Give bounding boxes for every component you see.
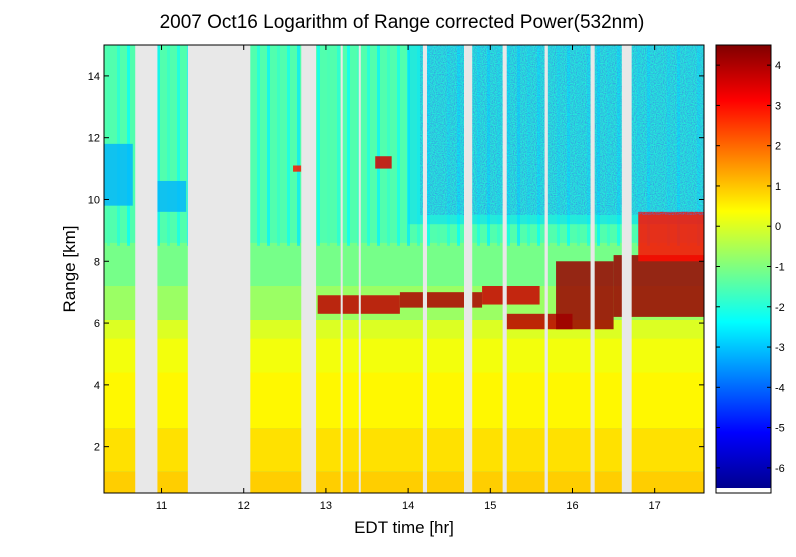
heatmap-streak	[167, 45, 170, 246]
heatmap-streak	[397, 45, 400, 246]
heatmap-band	[104, 471, 704, 493]
colorbar-tick-label: -5	[775, 423, 785, 435]
heatmap-cloud	[293, 165, 302, 172]
y-tick-label: 2	[94, 442, 100, 454]
colorbar-tick-label: -2	[775, 302, 785, 314]
data-gap	[301, 45, 317, 493]
x-tick-label: 15	[484, 500, 496, 512]
data-gap	[340, 45, 343, 493]
heatmap-cloud	[556, 261, 614, 330]
colorbar-tick-label: 0	[775, 221, 781, 233]
heatmap-streak	[257, 45, 260, 246]
y-axis: 2 4 6 8 10 12 14	[88, 71, 704, 454]
y-tick-label: 4	[94, 380, 100, 392]
heatmap-streak	[157, 45, 160, 246]
heatmap-streak	[317, 45, 320, 246]
heatmap-cloud	[638, 211, 704, 262]
colorbar-tick-label: -1	[775, 262, 785, 274]
x-tick-label: 12	[238, 500, 250, 512]
heatmap-streak	[177, 45, 180, 246]
colorbar-tick-label: -3	[775, 342, 785, 354]
heatmap-streak	[357, 45, 360, 246]
data-gap	[464, 45, 473, 493]
plot-area	[104, 45, 704, 493]
y-tick-label: 6	[94, 318, 100, 330]
heatmap-streak	[277, 45, 280, 246]
heatmap-streak	[387, 45, 390, 246]
y-tick-label: 8	[94, 256, 100, 268]
colorbar-tick-label: 3	[775, 100, 781, 112]
data-gap	[187, 45, 251, 493]
y-tick-label: 14	[88, 71, 100, 83]
colorbar-tick-label: 1	[775, 181, 781, 193]
chart-title: 2007 Oct16 Logarithm of Range corrected …	[160, 12, 645, 33]
data-gaps	[135, 45, 632, 493]
colorbar: 4 3 2 1 0 -1 -2 -3 -4 -5 -6	[715, 44, 785, 494]
colorbar-tick-label: 2	[775, 141, 781, 153]
x-tick-label: 11	[156, 500, 167, 512]
data-gap	[621, 45, 632, 493]
data-gap	[544, 45, 548, 493]
colorbar-frame	[715, 44, 772, 494]
heatmap-streak	[287, 45, 290, 246]
heatmap-streak	[347, 45, 350, 246]
data-gap	[135, 45, 158, 493]
heatmap-streak	[267, 45, 270, 246]
data-gap	[502, 45, 507, 493]
heatmap-streak	[377, 45, 380, 246]
heatmap-streak	[327, 45, 330, 246]
y-tick-label: 12	[88, 133, 100, 145]
data-gap	[358, 45, 361, 493]
x-tick-label: 13	[320, 500, 332, 512]
x-axis: 11 12 13 14 15 16 17	[156, 45, 661, 512]
y-axis-label: Range [km]	[60, 226, 79, 313]
x-tick-label: 14	[402, 500, 414, 512]
colorbar-tick-label: -4	[775, 382, 785, 394]
heatmap-streak	[297, 45, 300, 246]
noise-overlay	[420, 45, 704, 215]
heatmap-cloud	[482, 285, 540, 305]
heatmap-streak	[367, 45, 370, 246]
y-tick-label: 10	[88, 194, 100, 206]
x-axis-label: EDT time [hr]	[354, 518, 454, 537]
colorbar-gradient	[716, 45, 771, 488]
heatmap-feature	[157, 180, 187, 212]
heatmap-feature	[104, 143, 133, 206]
heatmap-streak	[337, 45, 340, 246]
colorbar-ticks: 4 3 2 1 0 -1 -2 -3 -4 -5 -6	[716, 60, 785, 475]
colorbar-tick-label: -6	[775, 463, 785, 475]
colorbar-tick-label: 4	[775, 60, 781, 72]
plot-frame	[103, 44, 705, 494]
data-gap	[590, 45, 595, 493]
heatmap-cloud	[375, 156, 392, 169]
data-gap	[422, 45, 428, 493]
x-tick-label: 16	[566, 500, 578, 512]
x-tick-label: 17	[649, 500, 661, 512]
heatmap-cloud	[399, 292, 483, 308]
